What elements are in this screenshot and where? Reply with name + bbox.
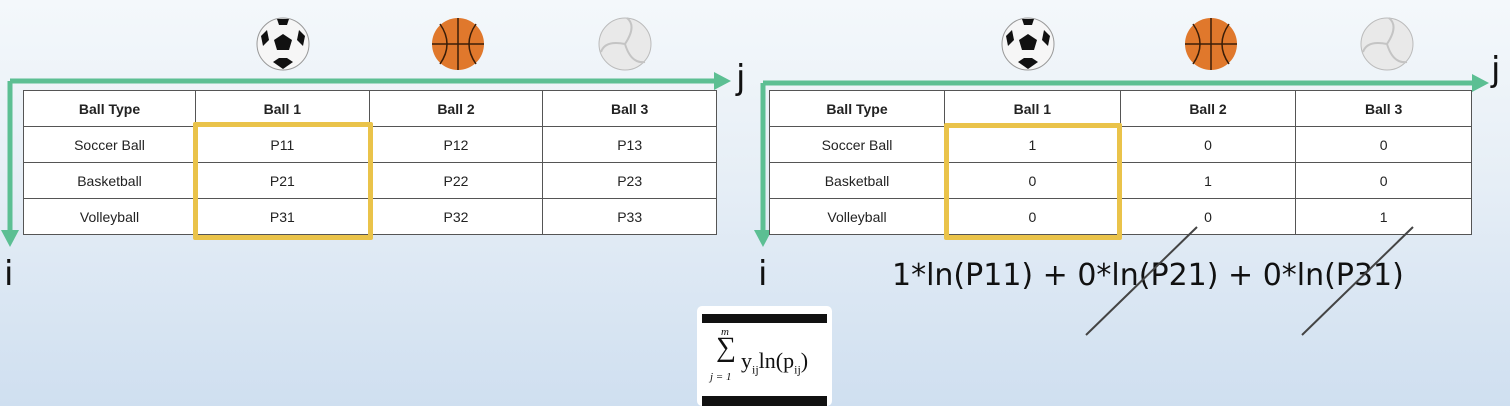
axis-arrows [754, 74, 1489, 247]
sigma-symbol: ∑ [716, 332, 736, 363]
header-ball-3: Ball 3 [542, 90, 717, 127]
strike-line-term-3 [1301, 226, 1414, 336]
sum-body: yijln(pij) [741, 348, 808, 377]
volleyball-icon [1360, 17, 1414, 71]
summation-equation: m ∑ j = 1 yijln(pij) [705, 326, 827, 396]
header-ball-2: Ball 2 [368, 90, 544, 127]
formula-term-3: 0*ln(P31) [1262, 258, 1404, 293]
soccer-ball-icon [256, 17, 310, 71]
table-cell: 1 [1295, 198, 1472, 235]
table-cell: P33 [542, 198, 717, 235]
header-ball-type: Ball Type [768, 90, 946, 127]
row-label: Volleyball [22, 198, 197, 235]
y-subscript: ij [752, 362, 759, 377]
column-highlight-box [944, 123, 1122, 240]
probability-table: Ball Type Ball 1 Ball 2 Ball 3 Soccer Ba… [22, 90, 717, 235]
strike-line-term-2 [1085, 226, 1198, 336]
sum-upper-limit: m [721, 326, 729, 338]
row-label: Basketball [768, 162, 946, 199]
sum-lower-limit: j = 1 [710, 371, 732, 383]
close-paren: ) [800, 348, 809, 373]
axis-label-j: j [1491, 50, 1501, 90]
row-label: Basketball [22, 162, 197, 199]
table-cell: 0 [944, 162, 1121, 199]
axis-label-i: i [4, 254, 14, 294]
p-subscript: ij [794, 362, 801, 377]
table-row: Basketball 0 1 0 [768, 162, 1472, 199]
formula-plus: + [1228, 258, 1254, 293]
ln-symbol: ln(p [758, 348, 795, 373]
cross-entropy-expansion: 1*ln(P11) + 0*ln(P21) + 0*ln(P31) [892, 258, 1404, 293]
volleyball-icon [598, 17, 652, 71]
row-label: Soccer Ball [22, 126, 197, 163]
summation-formula-card: m ∑ j = 1 yijln(pij) [697, 306, 832, 406]
row-label: Volleyball [768, 198, 946, 235]
basketball-icon [1185, 18, 1237, 70]
formula-plus: + [1042, 258, 1068, 293]
left-probability-panel: j i Ball Type Ball 1 Ball 2 Ball 3 Socce… [0, 0, 750, 406]
header-ball-type: Ball Type [22, 90, 197, 127]
card-bottom-bar [702, 396, 827, 406]
table-cell: P32 [368, 198, 544, 235]
table-cell: 0 [1119, 198, 1297, 235]
soccer-ball-icon [1001, 17, 1055, 71]
y-symbol: y [741, 348, 752, 373]
table-header-row: Ball Type Ball 1 Ball 2 Ball 3 [22, 90, 717, 127]
basketball-icon [432, 18, 484, 70]
axis-arrows [1, 72, 731, 247]
table-row: Soccer Ball 1 0 0 [768, 126, 1472, 163]
table-cell: P22 [368, 162, 544, 199]
table-header-row: Ball Type Ball 1 Ball 2 Ball 3 [768, 90, 1472, 127]
card-top-bar [702, 314, 827, 323]
table-row: Volleyball P31 P32 P33 [22, 198, 717, 235]
axis-label-i: i [758, 254, 768, 294]
header-ball-1: Ball 1 [195, 90, 370, 127]
formula-term-1: 1*ln(P11) [892, 258, 1034, 293]
table-cell: P31 [195, 198, 370, 235]
table-row: Volleyball 0 0 1 [768, 198, 1472, 235]
column-highlight-box [193, 122, 373, 240]
axis-label-j: j [736, 58, 746, 98]
table-cell: 1 [1119, 162, 1297, 199]
table-cell: P12 [368, 126, 544, 163]
table-cell: P23 [542, 162, 717, 199]
strike-lines [1085, 226, 1414, 336]
right-label-panel: j i Ball Type Ball 1 Ball 2 Ball 3 Socce… [750, 0, 1510, 406]
table-cell: P13 [542, 126, 717, 163]
